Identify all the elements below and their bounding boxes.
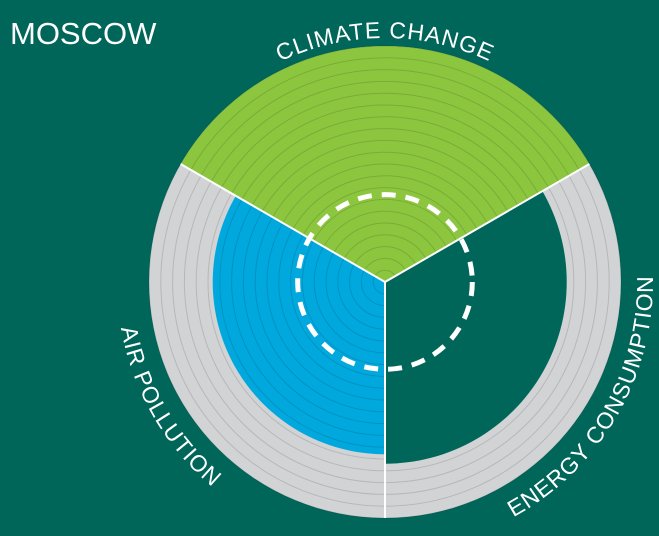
reference-circle <box>295 192 475 372</box>
chart-title: MOSCOW <box>10 16 157 51</box>
sector <box>212 195 385 455</box>
sector <box>385 191 567 464</box>
separator <box>384 163 590 283</box>
separator <box>180 163 386 283</box>
